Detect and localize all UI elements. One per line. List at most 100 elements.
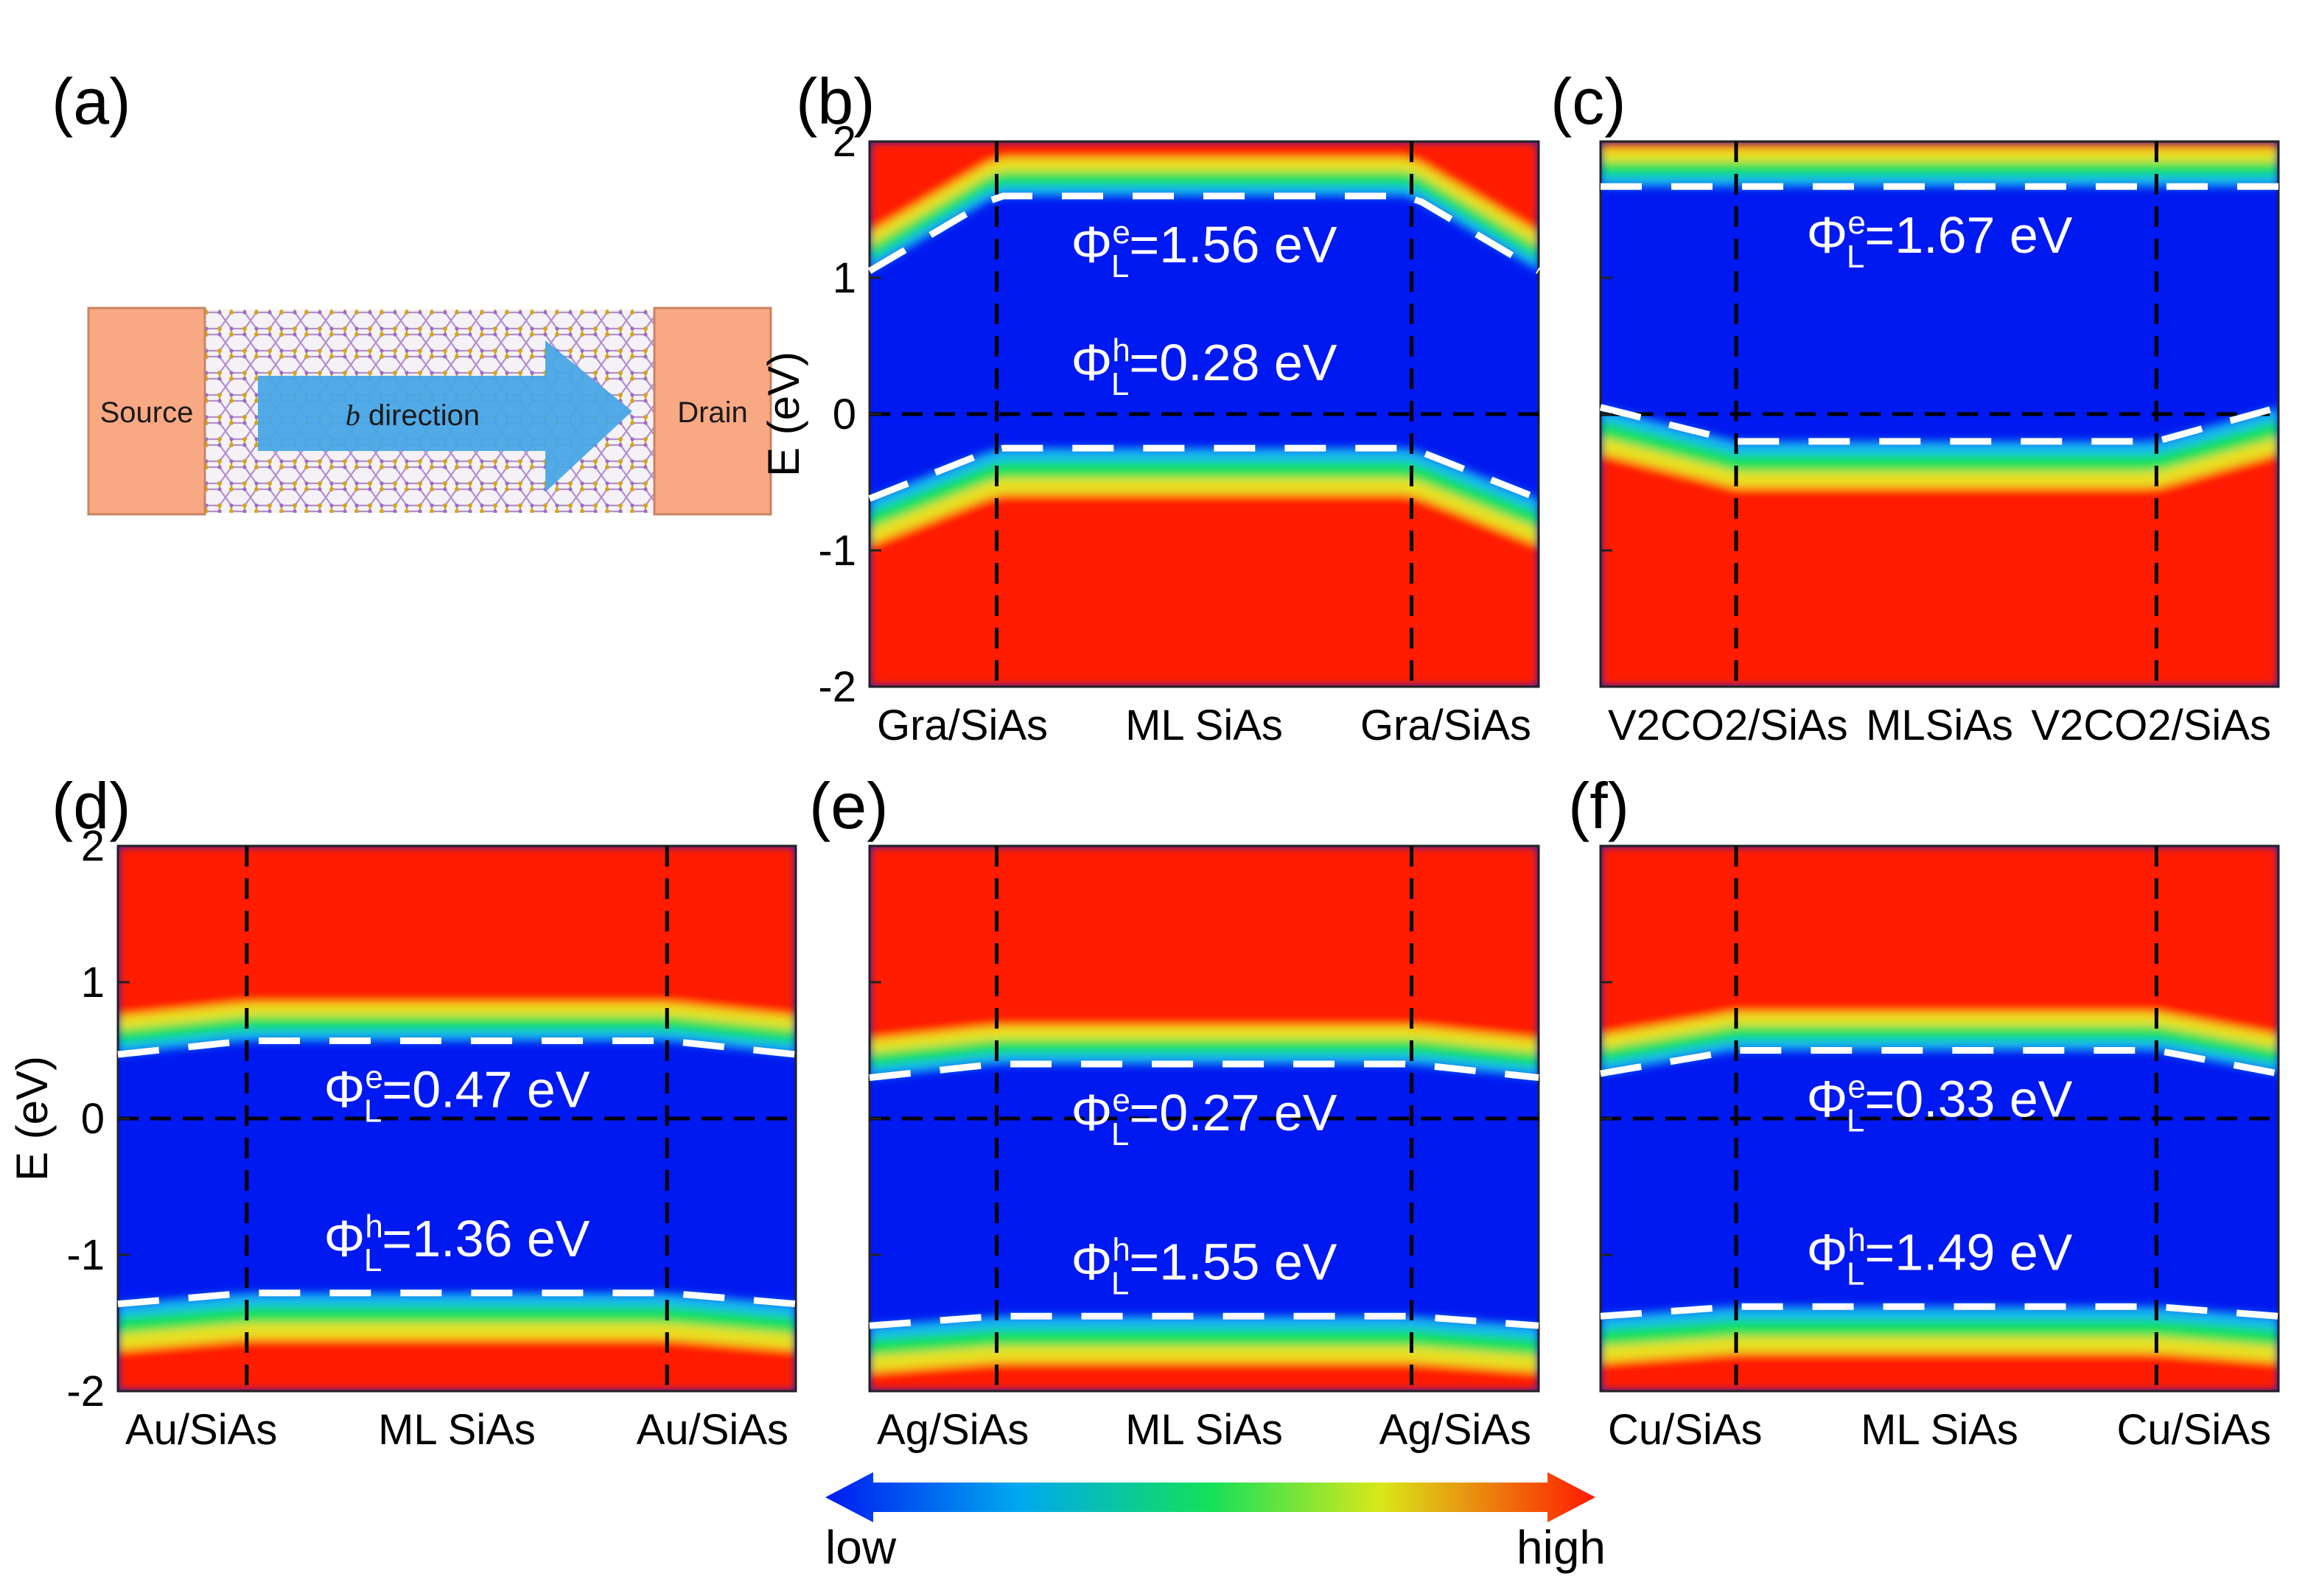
phi-subscript: L: [1847, 1103, 1864, 1139]
phi-superscript: e: [1112, 1082, 1130, 1119]
phi-symbol: Φ: [1071, 1233, 1112, 1290]
cb-edge-line: [1600, 1047, 2279, 1077]
phi-symbol: Φ: [1071, 334, 1112, 391]
phi-value: =0.47 eV: [382, 1061, 590, 1119]
valence-band-layer: [870, 494, 1539, 687]
phi-subscript: L: [1111, 248, 1129, 284]
band-layers: [870, 141, 1539, 687]
phi-superscript: h: [1112, 332, 1130, 368]
drain-label: Drain: [677, 396, 748, 429]
phi-h-annotation: Φh L=1.49 eV: [1806, 1222, 2072, 1292]
phi-subscript: L: [1847, 1256, 1864, 1292]
y-tick-label: 0: [833, 391, 856, 438]
panel-label: (c): [1550, 65, 1626, 138]
valence-band-layer: [1601, 453, 2278, 687]
panel-label-a: (a): [52, 65, 131, 138]
conduction-band-layer: [870, 846, 1539, 1040]
valence-band-layer: [118, 1339, 796, 1391]
x-category-label: Cu/SiAs: [1608, 1406, 1763, 1454]
phi-e-annotation: Φe L=0.33 eV: [1806, 1069, 2072, 1139]
panel-label: (f): [1568, 769, 1629, 842]
conduction-band-layer: [870, 141, 1539, 247]
colorbar-low-label: low: [825, 1521, 897, 1574]
y-tick-label: 0: [81, 1095, 105, 1143]
phi-value: =1.56 eV: [1129, 216, 1337, 273]
heatmap-area: [1601, 846, 2278, 1391]
heatmap-panels: 2 1 0 -1 -2 E (eV) Gra/SiAs ML SiAs Gra/SiAs (b) Φ…: [7, 65, 2280, 1454]
phi-value: =0.27 eV: [1129, 1084, 1337, 1141]
phi-symbol: Φ: [323, 1210, 365, 1267]
x-category-label: V2CO2/SiAs: [1608, 701, 1848, 749]
valence-band-layer: [1601, 1353, 2278, 1391]
colorbar-high-label: high: [1517, 1521, 1606, 1574]
phi-symbol: Φ: [1806, 1071, 1847, 1128]
band-layers: [870, 846, 1539, 1391]
panel-a: (a) Source Drain b direction: [52, 65, 772, 516]
phi-value: =1.49 eV: [1864, 1223, 2072, 1281]
phi-superscript: h: [1847, 1222, 1865, 1258]
y-axis-label: E (eV): [7, 1056, 57, 1181]
phi-value: =1.55 eV: [1129, 1233, 1337, 1290]
y-tick-label: 2: [833, 118, 856, 166]
panel-label: (d): [52, 769, 131, 842]
phi-e-annotation: Φe L=1.67 eV: [1806, 205, 2072, 275]
colorbar: low high: [825, 1472, 1606, 1574]
conduction-band-layer: [1601, 846, 2278, 1036]
phi-value: =1.36 eV: [382, 1210, 590, 1267]
x-category-label: Ag/SiAs: [877, 1406, 1029, 1454]
phi-value: =0.33 eV: [1864, 1071, 2072, 1128]
x-category-label: MLSiAs: [1866, 701, 2013, 749]
phi-symbol: Φ: [1806, 206, 1847, 264]
band-layers: [1601, 846, 2278, 1391]
band-layers: [1601, 141, 2278, 687]
y-tick-label: -1: [818, 527, 856, 575]
phi-e-annotation: Φe L=0.27 eV: [1071, 1082, 1337, 1152]
x-category-label: Ag/SiAs: [1379, 1406, 1531, 1454]
conduction-band-layer: [118, 846, 796, 1017]
heatmap-area: [870, 141, 1539, 687]
phi-subscript: L: [1111, 1265, 1129, 1301]
x-category-label: ML SiAs: [1125, 701, 1283, 749]
panel-label: (e): [809, 769, 889, 842]
phi-value: =1.67 eV: [1864, 206, 2072, 264]
phi-superscript: e: [1847, 205, 1865, 241]
y-tick-label: 2: [81, 822, 105, 870]
phi-subscript: L: [364, 1242, 382, 1278]
source-label: Source: [100, 396, 194, 429]
phi-subscript: L: [1111, 1116, 1129, 1152]
conduction-band-layer: [1601, 141, 2278, 149]
drain-electrode: [653, 307, 772, 516]
phi-h-annotation: Φh L=0.28 eV: [1071, 332, 1337, 402]
phi-symbol: Φ: [1806, 1223, 1847, 1281]
phi-subscript: L: [1111, 366, 1129, 402]
phi-e-annotation: Φe L=1.56 eV: [1071, 214, 1337, 284]
panel-c: V2CO2/SiAs MLSiAs V2CO2/SiAs (c) Φe L=1.67 eV: [1550, 65, 2280, 749]
phi-subscript: L: [364, 1093, 382, 1130]
phi-superscript: e: [1847, 1069, 1865, 1105]
vb-edge-line: [868, 444, 1540, 502]
x-category-label: Cu/SiAs: [2116, 1406, 2271, 1454]
vb-edge-line: [1599, 404, 2280, 445]
phi-symbol: Φ: [323, 1061, 365, 1119]
band-layers: [118, 846, 796, 1391]
phi-superscript: e: [365, 1060, 382, 1096]
x-category-label: Au/SiAs: [637, 1406, 788, 1454]
b-direction-arrow: [258, 340, 632, 492]
x-category-label: Gra/SiAs: [1360, 701, 1531, 749]
y-tick-label: -1: [66, 1231, 105, 1279]
b-direction-label: b direction: [346, 399, 480, 432]
phi-symbol: Φ: [1071, 216, 1112, 273]
y-tick-label: -2: [66, 1368, 105, 1415]
x-category-label: V2CO2/SiAs: [2031, 701, 2271, 749]
phi-h-annotation: Φh L=1.36 eV: [323, 1208, 590, 1278]
phi-superscript: h: [1112, 1231, 1130, 1267]
y-tick-label: 1: [81, 959, 105, 1007]
colorbar-arrow: [825, 1472, 1595, 1522]
phi-value: =0.28 eV: [1129, 334, 1337, 391]
phi-symbol: Φ: [1071, 1084, 1112, 1141]
x-category-label: ML SiAs: [378, 1406, 536, 1454]
x-category-label: Au/SiAs: [125, 1406, 277, 1454]
